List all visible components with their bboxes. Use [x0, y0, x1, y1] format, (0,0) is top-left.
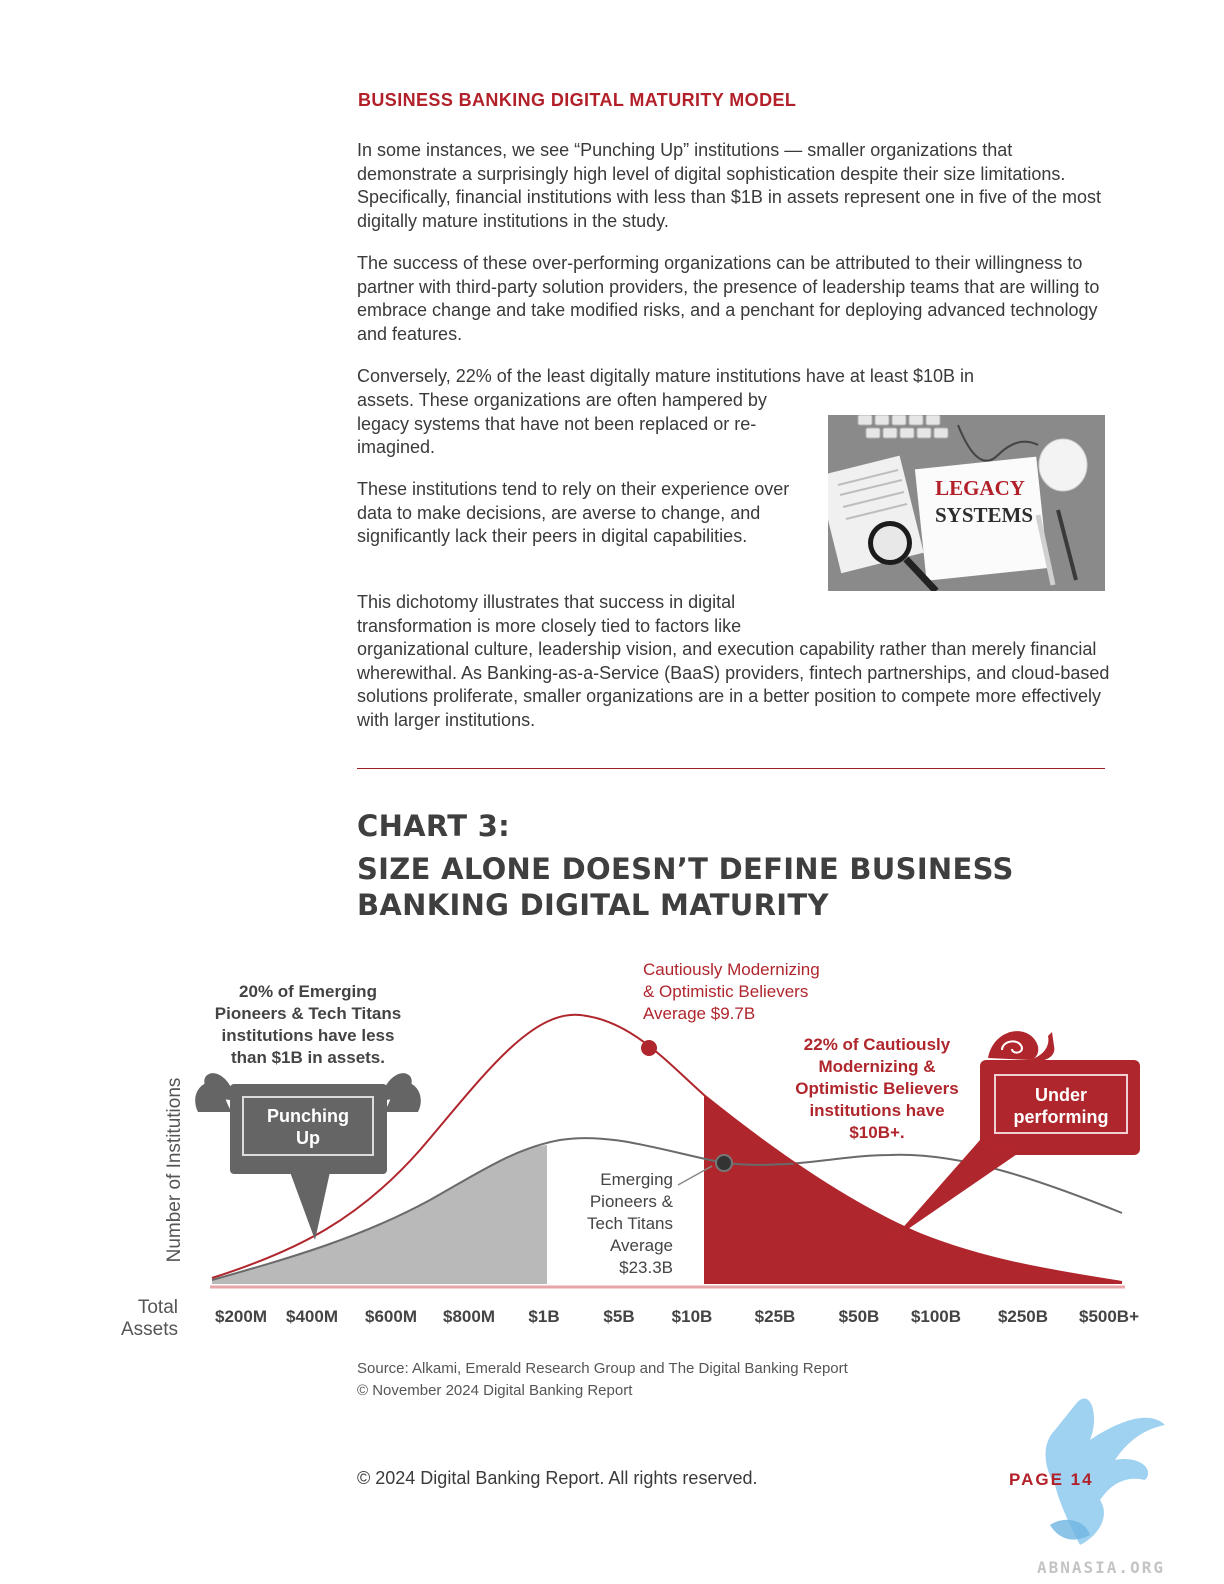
gray-average-line-4: Average	[610, 1236, 673, 1255]
section-label: BUSINESS BANKING DIGITAL MATURITY MODEL	[358, 90, 797, 110]
red-average-line-2: & Optimistic Believers	[643, 982, 808, 1001]
y-axis-label: Number of Institutions	[164, 1078, 185, 1263]
x-tick-label: $800M	[443, 1307, 495, 1326]
gray-average-pointer	[677, 1165, 713, 1186]
x-axis-label-line-2: Assets	[121, 1319, 178, 1340]
flexing-arms-icon	[204, 1073, 412, 1100]
underperforming-sign: Under performing	[892, 1031, 1140, 1240]
section-divider	[357, 768, 1105, 769]
x-tick-label: $200M	[215, 1307, 267, 1326]
red-average-line-1: Cautiously Modernizing	[643, 960, 820, 979]
right-callout-line-2: Modernizing &	[818, 1057, 935, 1076]
watermark-text: ABNASIA.ORG	[1037, 1558, 1165, 1577]
gray-average-line-2: Pioneers &	[590, 1192, 674, 1211]
chart-number: CHART 3:	[357, 809, 511, 843]
x-tick-label: $50B	[839, 1307, 880, 1326]
x-tick-label: $600M	[365, 1307, 417, 1326]
red-average-marker	[641, 1040, 657, 1056]
body-paragraph-4: These institutions tend to rely on their…	[357, 479, 790, 547]
red-shaded-area	[704, 1095, 1122, 1284]
gray-average-line-1: Emerging	[600, 1170, 673, 1189]
right-callout-line-1: 22% of Cautiously	[804, 1035, 951, 1054]
x-tick-label: $5B	[603, 1307, 634, 1326]
snail-icon	[988, 1031, 1055, 1062]
footer-copyright: © 2024 Digital Banking Report. All right…	[357, 1468, 758, 1488]
sign-line-2: SYSTEMS	[935, 503, 1033, 527]
x-tick-labels: $200M $400M $600M $800M $1B $5B $10B $25B $50B $1…	[215, 1307, 1139, 1326]
emerging-pioneers-curve	[211, 1137, 1123, 1281]
body-paragraph-5: organizational culture, leadership visio…	[357, 639, 1110, 731]
x-tick-label: $100B	[911, 1307, 961, 1326]
left-callout-line-1: 20% of Emerging	[239, 982, 377, 1001]
gray-average-marker	[715, 1154, 733, 1172]
left-callout-line-3: institutions have less	[222, 1026, 395, 1045]
right-callout-line-5: $10B+.	[849, 1123, 904, 1142]
left-callout-line-2: Pioneers & Tech Titans	[215, 1004, 401, 1023]
right-callout-line-3: Optimistic Believers	[795, 1079, 958, 1098]
chart-copyright: © November 2024 Digital Banking Report	[357, 1382, 633, 1399]
x-tick-label: $500B+	[1079, 1307, 1139, 1326]
x-axis-label-line-1: Total	[138, 1297, 178, 1318]
x-tick-label: $25B	[755, 1307, 796, 1326]
griffin-watermark-icon	[1045, 1398, 1165, 1545]
body-paragraph-1: In some instances, we see “Punching Up” …	[357, 140, 1102, 232]
left-callout-line-4: than $1B in assets.	[231, 1048, 385, 1067]
gray-average-line-5: $23.3B	[619, 1258, 673, 1277]
sign-line-1: LEGACY	[935, 476, 1025, 500]
punching-up-line-2: Up	[296, 1128, 320, 1148]
gray-average-line-3: Tech Titans	[587, 1214, 673, 1233]
body-paragraph-5-start: This dichotomy illustrates that success …	[357, 592, 742, 636]
x-tick-label: $10B	[672, 1307, 713, 1326]
body-paragraph-3-line-1: Conversely, 22% of the least digitally m…	[357, 366, 975, 386]
red-average-line-3: Average $9.7B	[643, 1004, 755, 1023]
chart-title-line-1: SIZE ALONE DOESN’T DEFINE BUSINESS	[357, 852, 1014, 886]
underperforming-line-1: Under	[1035, 1085, 1087, 1105]
right-callout-line-4: institutions have	[809, 1101, 944, 1120]
page-number: PAGE 14	[1009, 1470, 1094, 1489]
chart-source: Source: Alkami, Emerald Research Group a…	[357, 1360, 848, 1377]
chart-title-line-2: BANKING DIGITAL MATURITY	[357, 888, 829, 922]
x-tick-label: $250B	[998, 1307, 1048, 1326]
legacy-systems-photo: LEGACY SYSTEMS	[828, 415, 1105, 591]
underperforming-line-2: performing	[1013, 1107, 1108, 1127]
body-paragraph-3: assets. These organizations are often ha…	[357, 390, 767, 458]
punching-up-sign: Punching Up	[195, 1073, 421, 1240]
body-paragraph-2: The success of these over-performing org…	[357, 253, 1100, 345]
x-tick-label: $400M	[286, 1307, 338, 1326]
gray-shaded-area	[212, 1145, 547, 1284]
x-tick-label: $1B	[528, 1307, 559, 1326]
punching-up-line-1: Punching	[267, 1106, 349, 1126]
